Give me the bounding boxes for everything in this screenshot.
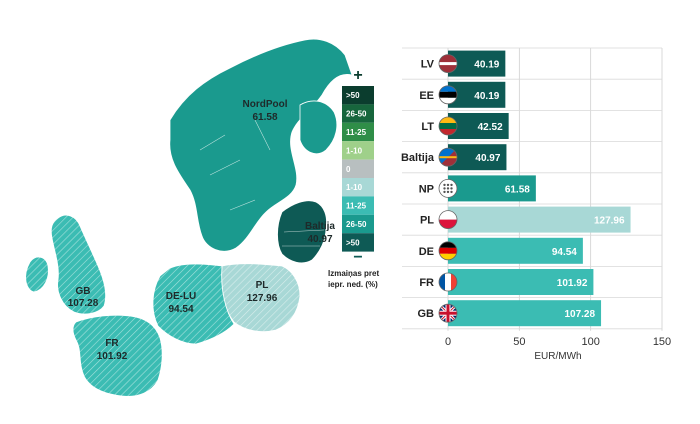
flag-nordpool-icon [439, 179, 457, 198]
bar-value-label: 127.96 [594, 216, 625, 227]
legend-item-label: 1-10 [346, 146, 363, 155]
legend-plus: + [353, 67, 362, 84]
bar-ee [448, 81, 506, 108]
x-axis-title: EUR/MWh [534, 351, 581, 362]
bar-value-label: 40.97 [475, 153, 500, 164]
flag-latvia-icon [439, 54, 457, 73]
flag-baltics-icon [439, 148, 457, 167]
legend-item-label: 11-25 [346, 202, 367, 211]
map-label-de-lu-value: 94.54 [168, 304, 193, 315]
legend-swatch [342, 104, 374, 123]
flag-border [438, 303, 458, 323]
bar-chart: 40.19 LV 40.19 EE 42.52 LT 40.97 Baltija 61.58 NP… [401, 47, 671, 362]
bar-np [448, 175, 536, 202]
bar-value-label: 101.92 [557, 278, 588, 289]
bar-value-label: 42.52 [478, 122, 503, 133]
bar-lt [448, 113, 509, 139]
bar-value-label: 40.19 [474, 60, 499, 71]
flag-poland-icon [439, 210, 457, 229]
map-label-de-lu-name: DE-LU [166, 291, 197, 302]
legend-swatch [342, 214, 374, 234]
map-region-gb [25, 214, 106, 315]
flag-border [438, 272, 458, 292]
legend-item-label: 26-50 [346, 110, 367, 119]
flag-uk-icon [439, 304, 457, 323]
flag-france-icon [439, 273, 457, 291]
flag-border [438, 85, 458, 105]
bar-value-label: 40.19 [474, 91, 499, 102]
legend-minus: − [353, 249, 362, 266]
legend-swatch [342, 122, 374, 142]
legend-swatch [342, 86, 374, 105]
bar-value-label: 94.54 [552, 247, 577, 258]
category-label: PL [420, 215, 434, 227]
legend-caption-line1: Izmaiņas pret [328, 269, 379, 278]
map-label-gb-value: 107.28 [68, 298, 99, 309]
category-label: FR [419, 277, 434, 289]
category-label: LT [421, 121, 434, 133]
category-label: DE [419, 246, 434, 258]
legend-item-label: 11-25 [346, 128, 367, 137]
map-label-baltija-name: Baltija [305, 221, 335, 232]
legend-item-label: 1-10 [346, 183, 363, 192]
legend-item-label: 26-50 [346, 220, 367, 229]
flag-border [438, 54, 458, 73]
legend-swatch [342, 233, 374, 252]
map-label-pl-value: 127.96 [247, 293, 278, 304]
bar-baltija [448, 144, 507, 171]
flag-estonia-icon [439, 85, 457, 104]
flag-lithuania-icon [439, 117, 457, 135]
flag-border [438, 241, 458, 261]
map-label-nordpool-value: 61.58 [252, 112, 277, 123]
map-label-nordpool-name: NordPool [243, 99, 288, 110]
bar-pl [448, 206, 631, 233]
bar-value-label: 61.58 [505, 184, 530, 195]
flag-border [438, 210, 458, 230]
x-tick-label: 100 [581, 336, 599, 348]
map-region-baltija [277, 200, 327, 264]
legend-item-label: 0 [346, 165, 351, 174]
bar-gb [448, 300, 602, 327]
category-label: LV [421, 59, 435, 71]
flag-border [438, 116, 458, 136]
map-region-fr [72, 314, 163, 397]
legend-swatch [342, 159, 374, 178]
map-label-gb-name: GB [76, 286, 91, 297]
legend-swatch [342, 178, 374, 197]
legend-item-label: >50 [346, 91, 360, 100]
x-tick-label: 50 [513, 336, 525, 348]
category-label: GB [418, 308, 435, 320]
category-label: EE [419, 90, 434, 102]
bar-fr [448, 269, 594, 295]
map-region-de-lu [152, 263, 235, 345]
map-region-nordpool [169, 38, 353, 252]
flag-border [438, 147, 458, 167]
bar-lv [448, 50, 506, 77]
map-label-baltija-value: 40.97 [307, 234, 332, 245]
map-label-pl-name: PL [256, 280, 269, 291]
x-tick-label: 0 [445, 336, 451, 348]
category-label: Baltija [401, 152, 435, 164]
flag-germany-icon [439, 241, 457, 260]
legend-item-label: >50 [346, 238, 360, 247]
x-tick-label: 150 [653, 336, 671, 348]
legend-swatch [342, 196, 374, 215]
bar-de [448, 237, 583, 264]
map-label-fr-name: FR [105, 338, 119, 349]
map-region-pl [221, 263, 301, 332]
legend-swatch [342, 141, 374, 160]
legend-caption-line2: iepr. ned. (%) [328, 280, 378, 289]
map-label-fr-value: 101.92 [97, 351, 128, 362]
price-map: NordPool 61.58 Baltija 40.97 PL 127.96 D… [25, 38, 379, 397]
flag-border [438, 178, 458, 198]
category-label: NP [419, 183, 434, 195]
bar-value-label: 107.28 [564, 309, 595, 320]
